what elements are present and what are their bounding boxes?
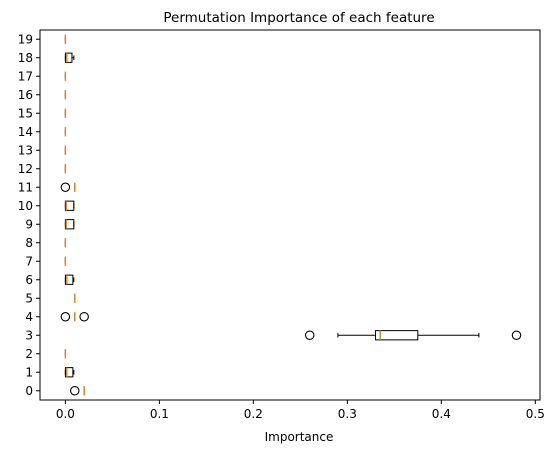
y-tick-label: 18 <box>18 51 33 65</box>
outlier-point <box>511 330 522 340</box>
box <box>375 330 419 341</box>
x-tick-label: 0.4 <box>432 407 451 421</box>
x-axis: 0.0 0.1 0.2 0.3 0.4 0.5 <box>56 400 545 421</box>
y-tick-label: 9 <box>25 218 33 232</box>
y-tick-label: 8 <box>25 236 33 250</box>
x-tick-label: 0.2 <box>244 407 263 421</box>
box-feature-10 <box>64 200 75 211</box>
x-tick-label: 0.0 <box>56 407 75 421</box>
outlier-point <box>70 385 80 396</box>
box <box>64 200 75 211</box>
y-tick-label: 10 <box>18 199 33 213</box>
y-tick-label: 11 <box>18 181 33 195</box>
box-feature-4 <box>60 311 89 322</box>
box <box>64 274 74 285</box>
y-tick-label: 7 <box>25 255 33 269</box>
y-tick-label: 5 <box>25 292 33 306</box>
y-tick-label: 19 <box>18 33 33 47</box>
box <box>64 219 75 230</box>
outlier-point <box>60 182 71 193</box>
box-feature-18 <box>64 52 75 63</box>
x-axis-label: Importance <box>265 430 334 444</box>
plot-area <box>60 34 522 396</box>
plot-frame <box>39 29 541 401</box>
outlier-point <box>79 311 89 322</box>
box <box>64 367 74 378</box>
y-tick-label: 17 <box>18 70 33 84</box>
y-tick-label: 13 <box>18 144 33 158</box>
y-tick-label: 16 <box>18 88 33 102</box>
x-tick-label: 0.3 <box>338 407 357 421</box>
y-tick-label: 3 <box>25 329 33 343</box>
y-tick-label: 0 <box>25 384 33 398</box>
y-tick-label: 14 <box>18 125 33 139</box>
x-tick-label: 0.5 <box>526 407 545 421</box>
box-feature-1 <box>64 367 75 378</box>
y-tick-label: 6 <box>25 273 33 287</box>
box-feature-3 <box>304 330 522 341</box>
box-feature-0 <box>70 385 85 396</box>
x-tick-label: 0.1 <box>150 407 169 421</box>
y-tick-label: 12 <box>18 162 33 176</box>
box <box>64 52 73 63</box>
chart-title: Permutation Importance of each feature <box>163 10 434 26</box>
outlier-point <box>304 330 315 340</box>
y-tick-label: 2 <box>25 347 33 361</box>
outlier-point <box>60 311 71 322</box>
box-feature-9 <box>64 219 75 230</box>
y-tick-label: 4 <box>25 310 33 324</box>
y-tick-label: 1 <box>25 366 33 380</box>
box-feature-11 <box>60 182 76 193</box>
y-tick-label: 15 <box>18 107 33 121</box>
box-feature-6 <box>64 274 75 285</box>
